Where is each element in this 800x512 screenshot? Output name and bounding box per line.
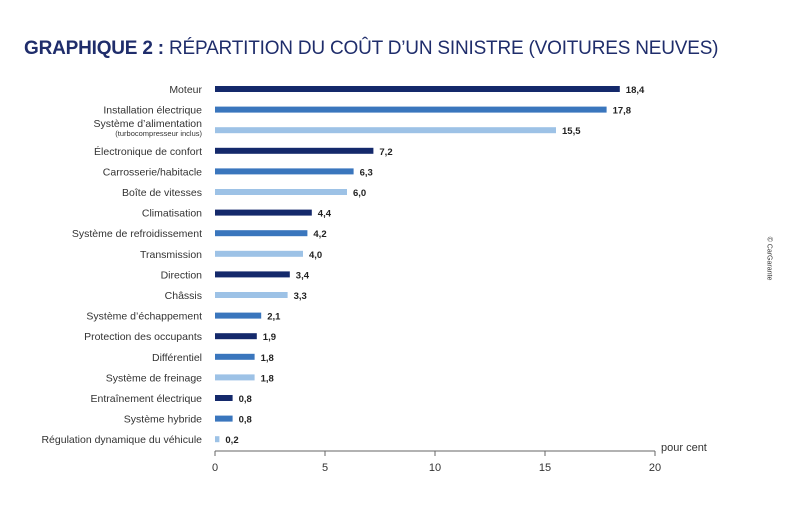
x-tick-label: 10 <box>429 462 441 474</box>
bar <box>215 106 607 113</box>
bar <box>215 436 220 443</box>
bar <box>215 374 255 381</box>
bar-value-label: 1,9 <box>263 332 276 343</box>
bar-value-label: 17,8 <box>613 106 632 117</box>
bar-value-label: 3,3 <box>294 291 307 302</box>
bar <box>215 250 303 257</box>
bar <box>215 353 255 360</box>
credit-label: © CarGarante <box>765 236 773 281</box>
category-label: Installation électrique <box>103 105 202 117</box>
bar <box>215 395 233 401</box>
category-label: Régulation dynamique du véhicule <box>41 434 202 446</box>
category-label: Différentiel <box>152 352 202 364</box>
bar <box>215 333 257 340</box>
bar <box>215 292 288 298</box>
category-label: Boîte de vitesses <box>122 187 202 199</box>
bar <box>215 230 308 237</box>
bar-value-label: 6,0 <box>353 188 366 199</box>
bar-value-label: 0,2 <box>225 435 238 446</box>
category-label: Direction <box>161 269 203 281</box>
category-label: Moteur <box>169 84 202 96</box>
bar-value-label: 1,8 <box>261 353 274 364</box>
x-tick-label: 5 <box>322 462 328 474</box>
category-label: Système de freinage <box>106 372 202 384</box>
chart-title: GRAPHIQUE 2 : RÉPARTITION DU COÛT D’UN S… <box>24 38 719 60</box>
bar-value-label: 0,8 <box>239 394 252 405</box>
bar <box>215 86 620 92</box>
bar-value-label: 18,4 <box>626 85 645 96</box>
category-label: Transmission <box>140 249 202 261</box>
x-axis-label: pour cent <box>661 442 707 454</box>
bar-value-label: 1,8 <box>261 373 274 384</box>
bar <box>215 147 374 154</box>
category-label: Protection des occupants <box>84 331 202 343</box>
x-tick-label: 15 <box>539 462 551 474</box>
bar-value-label: 4,0 <box>309 250 322 261</box>
bar-value-label: 6,3 <box>360 167 373 178</box>
category-label: Châssis <box>165 290 202 302</box>
category-label: Système de refroidissement <box>72 228 202 240</box>
bar <box>215 209 312 216</box>
bar-value-label: 3,4 <box>296 270 310 281</box>
bar <box>215 415 233 422</box>
bar <box>215 189 347 195</box>
category-label: Système d’échappement <box>86 311 202 323</box>
category-sublabel: (turbocompresseur inclus) <box>115 129 202 138</box>
bar <box>215 312 262 319</box>
category-label: Électronique de confort <box>94 145 202 158</box>
bar <box>215 271 290 278</box>
bar-value-label: 7,2 <box>379 147 392 158</box>
bar-value-label: 4,2 <box>313 229 326 240</box>
category-label: Climatisation <box>142 208 202 220</box>
bar-value-label: 0,8 <box>239 415 252 426</box>
bar <box>215 127 556 134</box>
bar <box>215 168 354 175</box>
x-tick-label: 20 <box>649 462 661 474</box>
category-label: Entraînement électrique <box>91 393 203 405</box>
bar-value-label: 15,5 <box>562 126 581 137</box>
category-label: Système hybride <box>124 414 202 426</box>
bar-value-label: 2,1 <box>267 312 281 323</box>
category-label: Système d’alimentation <box>93 118 202 130</box>
category-label: Carrosserie/habitacle <box>103 166 202 178</box>
chart-title-prefix: GRAPHIQUE 2 : <box>24 38 164 59</box>
bar-value-label: 4,4 <box>318 209 332 220</box>
chart-title-text: RÉPARTITION DU COÛT D’UN SINISTRE (VOITU… <box>169 38 719 59</box>
x-tick-label: 0 <box>212 462 218 474</box>
